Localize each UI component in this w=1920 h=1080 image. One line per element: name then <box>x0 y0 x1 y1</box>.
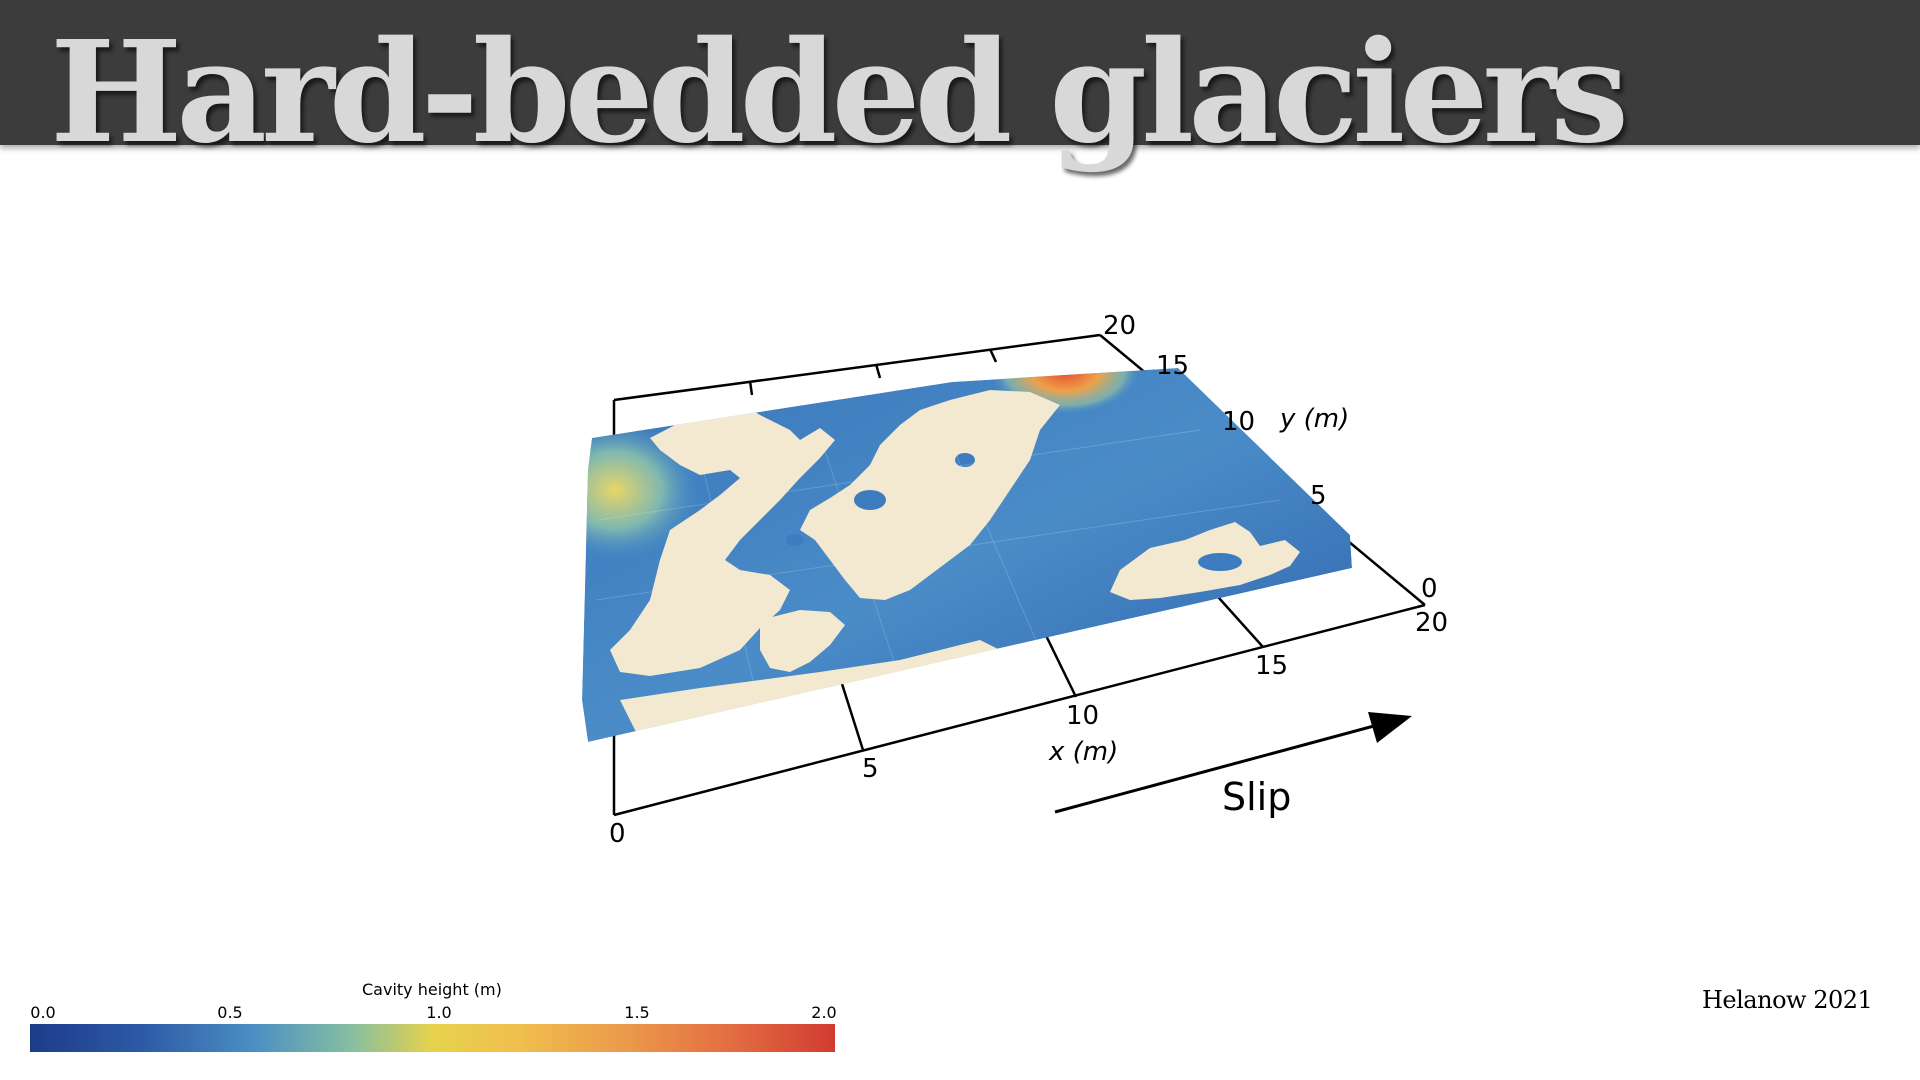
interior-cavities <box>786 453 1242 571</box>
colorbar-tick-3: 1.5 <box>624 1003 650 1022</box>
citation: Helanow 2021 <box>1702 986 1873 1014</box>
warm-cavity-left <box>582 420 700 560</box>
colorbar-label: Cavity height (m) <box>362 980 502 999</box>
x-tick-label-5: 5 <box>862 754 879 784</box>
x-tick-labels: 0 5 10 15 20 <box>609 608 1448 849</box>
x-tick-label-15: 15 <box>1255 651 1288 681</box>
cavity-hole-2 <box>955 453 975 467</box>
x-axis-label: x (m) <box>1048 737 1118 767</box>
y-tick-label-0: 0 <box>1421 574 1438 604</box>
contact-patch-center <box>800 390 1060 600</box>
colorbar-tick-1: 0.5 <box>217 1003 243 1022</box>
slip-arrow <box>1054 712 1412 814</box>
colorbar-gradient <box>30 1024 835 1052</box>
cavity-hole-1 <box>854 490 886 510</box>
top-tick-mark-3 <box>988 348 998 363</box>
grid-line-3 <box>939 416 1041 651</box>
slip-arrow-shaft <box>1054 721 1386 814</box>
slide-title: Hard-bedded glaciers <box>50 11 1629 175</box>
cavity-hole-4 <box>1198 553 1242 571</box>
title-bar: Hard-bedded glaciers <box>0 0 1920 168</box>
grid-line-5 <box>595 499 1281 601</box>
colorbar-tick-4: 2.0 <box>811 1003 837 1022</box>
y-tick-label-15: 15 <box>1156 351 1189 381</box>
colorbar-tick-2: 1.0 <box>426 1003 452 1022</box>
slip-label: Slip <box>1222 775 1291 819</box>
cavity-surface <box>582 368 1352 742</box>
x-tick-label-0: 0 <box>609 819 626 849</box>
grid-line-4 <box>597 429 1201 521</box>
top-tick-mark-2 <box>874 363 882 379</box>
cavity-hole-3 <box>786 534 804 546</box>
frame-bottom-edge <box>613 603 1426 817</box>
y-tick-label-10: 10 <box>1222 407 1255 437</box>
grid-line-1 <box>699 454 761 711</box>
x-tick-label-20: 20 <box>1415 608 1448 638</box>
grid-line-2 <box>819 435 901 681</box>
x-tick-label-10: 10 <box>1066 701 1099 731</box>
y-tick-labels: 0 5 10 15 20 <box>1103 311 1438 604</box>
colorbar-tick-0: 0.0 <box>30 1003 56 1022</box>
contact-patch-lower <box>760 610 845 672</box>
slip-arrow-head <box>1368 712 1412 743</box>
y-axis-label: y (m) <box>1279 404 1349 434</box>
y-tick-label-20: 20 <box>1103 311 1136 341</box>
surface-grid <box>595 416 1281 711</box>
top-tick-mark-1 <box>748 380 754 396</box>
contact-patch-left <box>610 400 835 676</box>
y-tick-label-5: 5 <box>1310 481 1327 511</box>
frame-top-edge <box>613 333 1101 402</box>
